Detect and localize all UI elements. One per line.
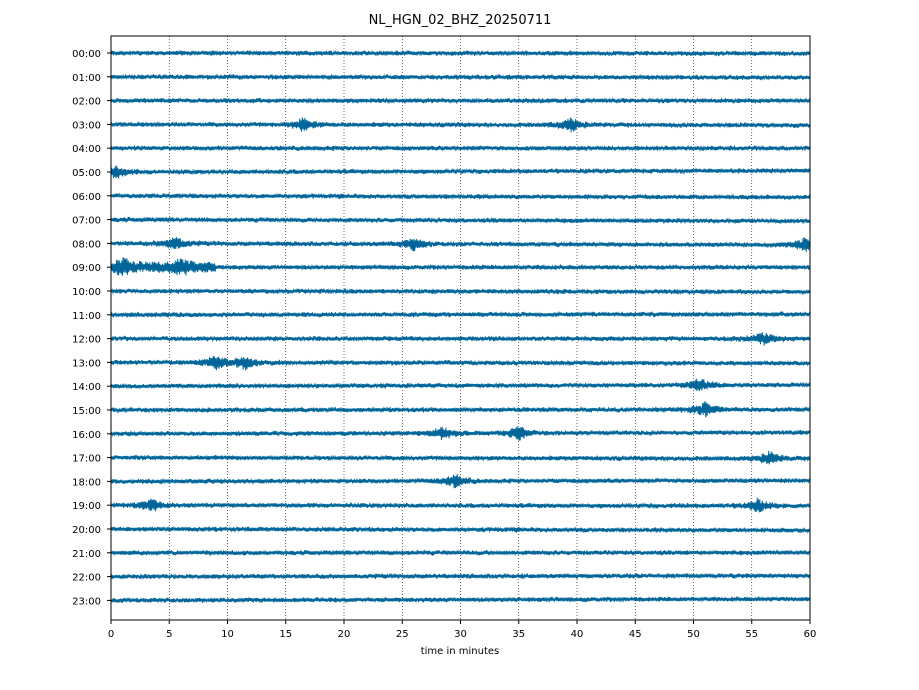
trace-17:00 — [110, 450, 811, 465]
trace-02:00 — [110, 97, 811, 105]
hour-label-17:00: 17:00 — [72, 454, 101, 465]
hour-label-18:00: 18:00 — [72, 477, 101, 488]
hour-label-05:00: 05:00 — [72, 168, 101, 179]
hour-label-19:00: 19:00 — [72, 501, 101, 512]
x-tick-label-25: 25 — [396, 629, 409, 640]
trace-06:00 — [110, 192, 811, 201]
x-tick-label-45: 45 — [629, 629, 642, 640]
x-tick-label-10: 10 — [221, 629, 234, 640]
trace-03:00 — [110, 117, 811, 133]
hour-label-22:00: 22:00 — [72, 573, 101, 584]
trace-10:00 — [110, 287, 811, 296]
trace-19:00 — [110, 497, 811, 513]
minute-axis: 0 5 10 15 20 25 30 35 40 45 50 55 60 — [108, 620, 817, 640]
x-tick-label-30: 30 — [454, 629, 467, 640]
trace-04:00 — [110, 144, 811, 152]
trace-00:00 — [110, 49, 811, 57]
x-tick-label-55: 55 — [745, 629, 758, 640]
x-tick-label-0: 0 — [108, 629, 114, 640]
trace-08:00 — [110, 237, 811, 252]
trace-15:00 — [110, 401, 811, 418]
trace-23:00 — [110, 595, 811, 604]
trace-22:00 — [110, 572, 811, 580]
trace-20:00 — [110, 525, 811, 534]
hour-label-21:00: 21:00 — [72, 549, 101, 560]
hour-label-15:00: 15:00 — [72, 406, 101, 417]
x-tick-label-15: 15 — [279, 629, 292, 640]
hour-label-12:00: 12:00 — [72, 335, 101, 346]
hour-label-06:00: 06:00 — [72, 192, 101, 203]
hour-label-20:00: 20:00 — [72, 525, 101, 536]
hour-label-01:00: 01:00 — [72, 73, 101, 84]
trace-13:00 — [110, 355, 811, 371]
trace-14:00 — [110, 378, 811, 392]
hour-label-07:00: 07:00 — [72, 216, 101, 227]
x-axis-label: time in minutes — [421, 646, 500, 657]
hour-label-16:00: 16:00 — [72, 430, 101, 441]
hour-axis: 00:00 01:00 02:00 03:00 04:00 05:00 06:00 07:00… — [72, 49, 111, 607]
trace-11:00 — [110, 310, 811, 319]
x-tick-label-60: 60 — [804, 629, 817, 640]
hour-label-03:00: 03:00 — [72, 120, 101, 131]
x-tick-label-5: 5 — [166, 629, 172, 640]
trace-21:00 — [110, 549, 811, 557]
seismic-traces — [110, 49, 811, 604]
hour-label-08:00: 08:00 — [72, 239, 101, 250]
hour-label-14:00: 14:00 — [72, 382, 101, 393]
hour-label-23:00: 23:00 — [72, 596, 101, 607]
hour-label-09:00: 09:00 — [72, 263, 101, 274]
trace-18:00 — [110, 474, 811, 489]
trace-12:00 — [110, 332, 811, 346]
hour-label-10:00: 10:00 — [72, 287, 101, 298]
x-tick-label-35: 35 — [512, 629, 525, 640]
hour-label-11:00: 11:00 — [72, 311, 101, 322]
trace-09:00 — [110, 257, 811, 276]
trace-07:00 — [110, 216, 811, 225]
hour-label-00:00: 00:00 — [72, 49, 101, 60]
trace-16:00 — [110, 426, 811, 441]
x-tick-label-50: 50 — [687, 629, 700, 640]
trace-01:00 — [110, 73, 811, 81]
hour-label-04:00: 04:00 — [72, 144, 101, 155]
trace-05:00 — [110, 165, 811, 179]
hour-label-02:00: 02:00 — [72, 97, 101, 108]
grid-lines — [168, 36, 753, 620]
chart-title: NL_HGN_02_BHZ_20250711 — [369, 13, 552, 28]
x-tick-label-20: 20 — [338, 629, 351, 640]
x-tick-label-40: 40 — [571, 629, 584, 640]
hour-label-13:00: 13:00 — [72, 358, 101, 369]
